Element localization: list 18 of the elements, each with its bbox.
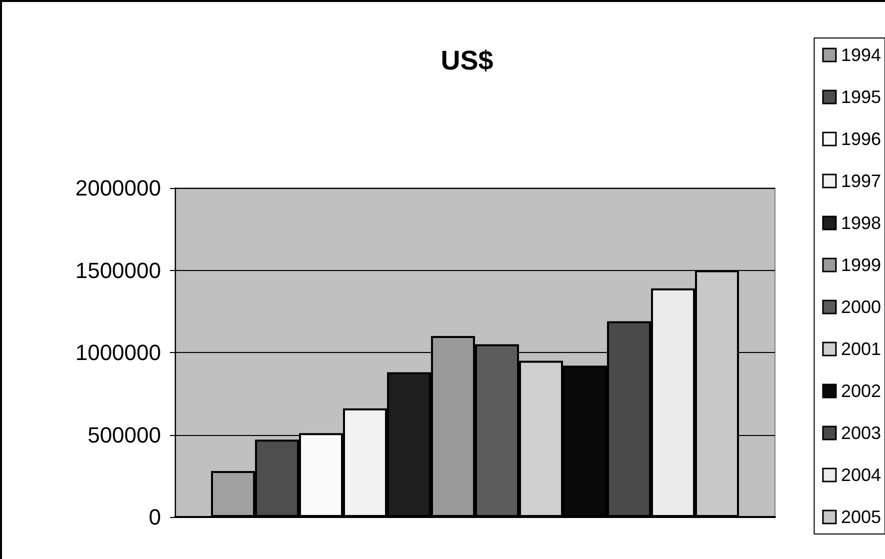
legend-label: 1998 [840,213,882,233]
legend-label: 2000 [840,297,882,317]
legend-label: 1996 [840,129,882,149]
legend-label: 2004 [840,465,882,485]
y-tick-label: 1500000 [75,258,161,283]
y-tick-label: 0 [148,504,161,530]
legend-label: 1995 [840,87,882,107]
legend-label: 1997 [840,171,882,191]
chart-title: US$ [440,46,494,76]
legend-label: 2005 [840,507,882,527]
y-tick-label: 1000000 [75,340,161,365]
y-tick-label: 500000 [88,422,161,448]
y-tick-label: 2000000 [75,176,161,200]
legend-label: 1994 [840,45,882,65]
legend-label: 2002 [840,381,882,401]
legend-label: 2003 [840,423,882,443]
legend-label: 2001 [840,339,882,359]
legend-label: 1999 [840,255,882,275]
